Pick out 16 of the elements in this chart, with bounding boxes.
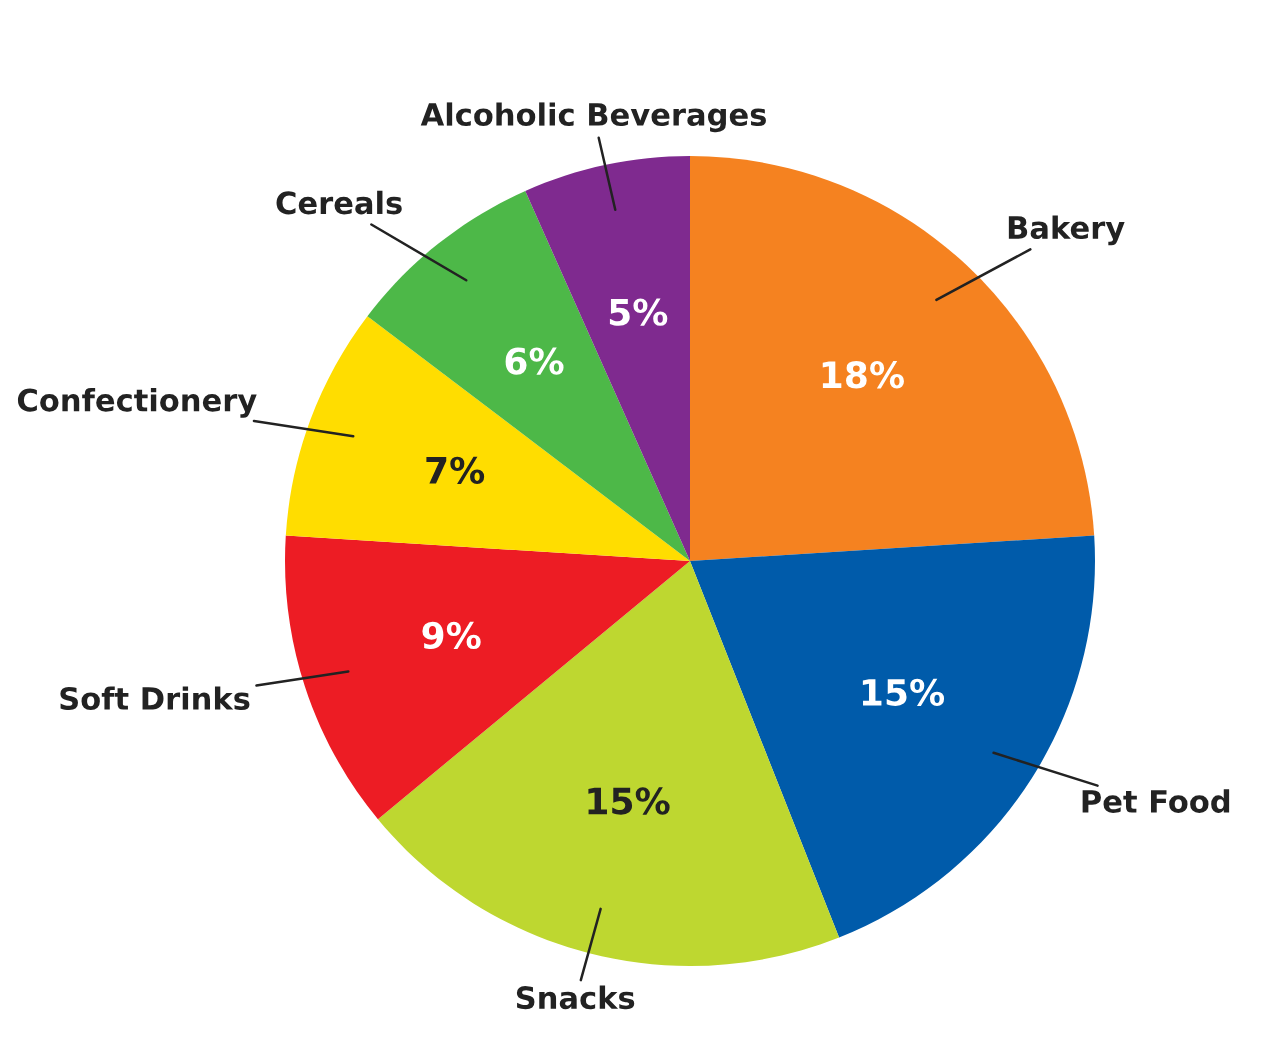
data-label: 5% — [609, 298, 668, 326]
data-label: 18% — [822, 361, 904, 389]
slice-label: Confectionery — [17, 387, 257, 418]
pie-slice — [377, 561, 840, 966]
slice-label: Alcoholic Beverages — [420, 102, 766, 133]
slice-label: Soft Drinks — [60, 686, 250, 711]
data-label: 9% — [422, 621, 481, 650]
data-label: 6% — [505, 347, 564, 375]
slice-label: Cereals — [276, 190, 402, 215]
data-label: 7% — [426, 456, 485, 484]
pie-slice — [285, 535, 690, 820]
slice-label: Snacks — [516, 985, 635, 1010]
slice-label: Pet Food — [1082, 789, 1230, 813]
data-label: 15% — [862, 678, 945, 707]
data-label: 15% — [588, 787, 670, 815]
slice-label: Bakery — [1008, 215, 1125, 246]
